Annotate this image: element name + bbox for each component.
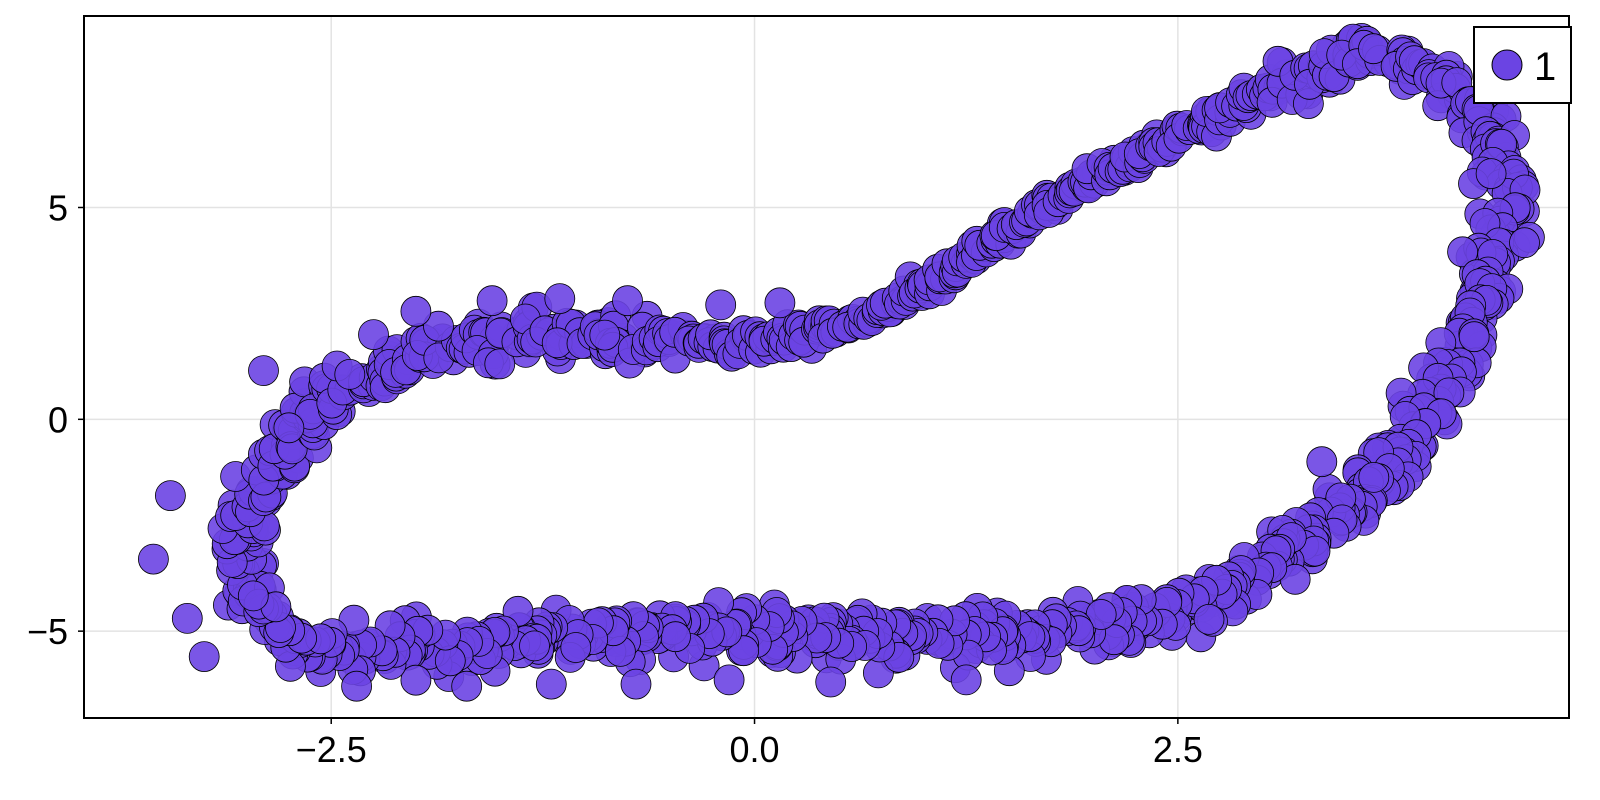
data-point — [1475, 158, 1507, 190]
data-point — [400, 295, 432, 327]
data-point — [1509, 227, 1540, 259]
legend-label: 1 — [1534, 45, 1556, 89]
data-point — [484, 348, 516, 380]
data-point — [544, 283, 576, 315]
data-point — [248, 355, 279, 387]
data-point — [713, 664, 745, 696]
data-point — [620, 668, 652, 700]
x-tick-label: −2.5 — [296, 729, 367, 770]
data-point — [950, 664, 982, 696]
data-point — [1358, 461, 1390, 493]
data-point — [1306, 446, 1338, 478]
data-point — [154, 480, 186, 512]
axis-ticks: −2.5 0.0 2.5 −5 0 5 — [27, 187, 1203, 770]
data-point — [434, 645, 466, 677]
data-point — [237, 580, 269, 612]
data-point — [519, 630, 550, 662]
data-point — [334, 358, 366, 390]
x-tick-label: 0.0 — [730, 729, 780, 770]
data-point — [476, 285, 508, 317]
data-point — [171, 603, 203, 634]
x-tick-label: 2.5 — [1153, 729, 1203, 770]
data-point — [341, 670, 373, 702]
data-point — [423, 310, 454, 342]
legend-marker — [1491, 49, 1523, 81]
data-point — [535, 668, 567, 700]
data-point — [188, 641, 220, 672]
data-point — [400, 664, 432, 696]
data-point — [612, 285, 643, 317]
data-point — [705, 289, 737, 321]
legend: 1 — [1473, 26, 1572, 104]
data-point — [1458, 321, 1490, 353]
y-tick-label: −5 — [27, 611, 68, 652]
data-point — [137, 543, 169, 575]
plot-frame — [83, 15, 1570, 719]
y-tick-label: 0 — [48, 399, 68, 440]
data-point — [660, 621, 691, 653]
data-point — [815, 666, 847, 698]
data-point — [560, 632, 592, 663]
data-point — [589, 319, 621, 351]
data-point — [451, 670, 483, 702]
data-point — [764, 287, 796, 319]
data-points — [137, 23, 1545, 702]
y-tick-label: 5 — [48, 187, 68, 228]
data-point — [358, 319, 389, 351]
data-point — [273, 412, 305, 444]
data-point — [1193, 604, 1225, 635]
